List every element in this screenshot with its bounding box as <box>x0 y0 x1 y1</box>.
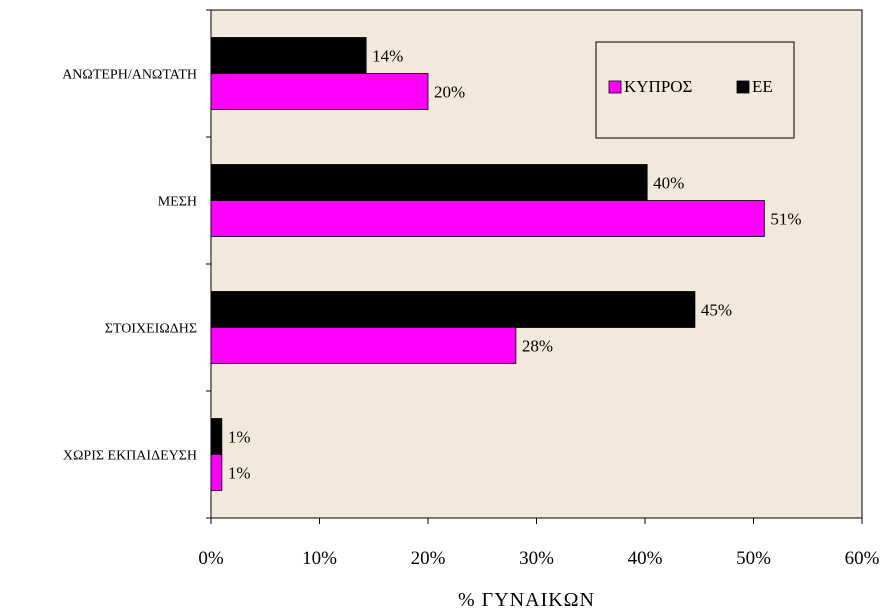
value-label-cyprus-3: 1% <box>228 464 251 483</box>
legend-swatch-1 <box>737 81 749 93</box>
legend-label-0: ΚΥΠΡΟΣ <box>624 77 693 96</box>
x-tick-label-3: 30% <box>519 548 554 569</box>
x-tick-label-2: 20% <box>411 548 446 569</box>
legend-swatch-0 <box>609 81 621 93</box>
value-label-ee-0: 14% <box>372 47 403 66</box>
bar-cyprus-3 <box>211 455 222 491</box>
category-axis: ΑΝΩΤΕΡΗ/ΑΝΩΤΑΤΗ ΜΕΣΗ ΣΤΟΙΧΕΙΩΔΗΣ ΧΩΡΙΣ ΕΚΠΑ… <box>62 10 211 518</box>
value-label-cyprus-2: 28% <box>522 337 553 356</box>
bar-cyprus-0 <box>211 74 428 110</box>
x-tick-label-5: 50% <box>736 548 771 569</box>
bar-ee-1 <box>211 165 647 201</box>
x-tick-label-4: 40% <box>628 548 663 569</box>
value-label-ee-2: 45% <box>701 301 732 320</box>
value-label-cyprus-0: 20% <box>434 83 465 102</box>
x-tick-label-6: 60% <box>845 548 880 569</box>
category-label-1: ΜΕΣΗ <box>158 195 197 210</box>
value-label-ee-1: 40% <box>653 174 684 193</box>
bar-cyprus-1 <box>211 201 764 237</box>
category-label-2: ΣΤΟΙΧΕΙΩΔΗΣ <box>105 322 197 337</box>
legend-label-1: ΕΕ <box>752 77 773 96</box>
value-label-ee-3: 1% <box>228 428 251 447</box>
x-tick-label-0: 0% <box>198 548 224 569</box>
value-label-cyprus-1: 51% <box>770 210 801 229</box>
category-label-0: ΑΝΩΤΕΡΗ/ΑΝΩΤΑΤΗ <box>62 68 197 83</box>
value-axis: 0% 10% 20% 30% 40% 50% 60% <box>198 518 879 569</box>
x-axis-title: % ΓΥΝΑΙΚΩΝ <box>458 589 595 611</box>
bar-ee-3 <box>211 419 222 455</box>
bar-ee-2 <box>211 292 695 328</box>
bar-ee-0 <box>211 38 366 74</box>
x-tick-label-1: 10% <box>302 548 337 569</box>
category-label-3: ΧΩΡΙΣ ΕΚΠΑΙΔΕΥΣΗ <box>63 449 197 464</box>
bar-cyprus-2 <box>211 328 516 364</box>
